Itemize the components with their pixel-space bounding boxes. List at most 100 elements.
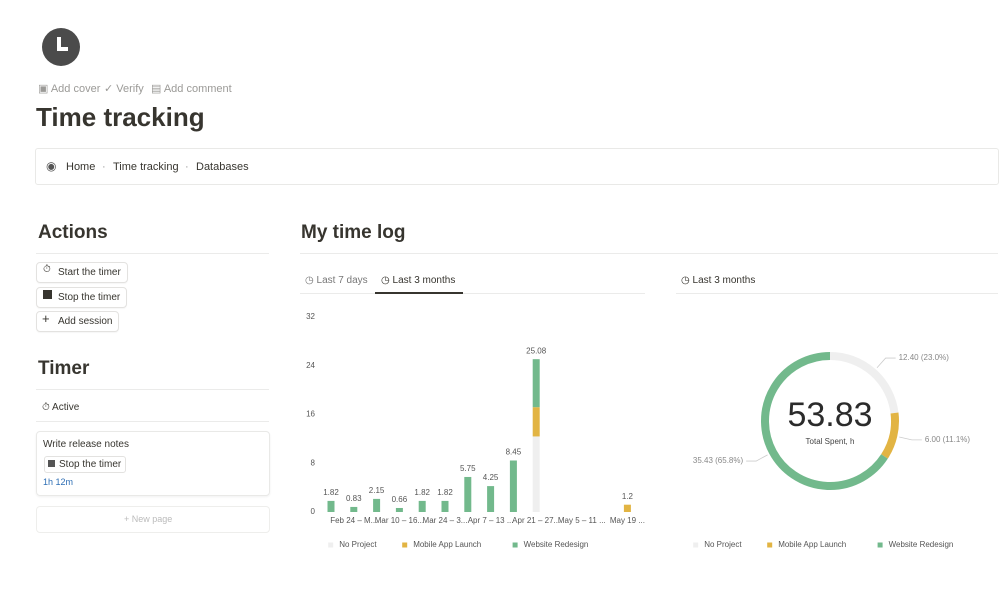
bar-segment bbox=[509, 460, 517, 512]
tab[interactable]: ◷ Last 7 days bbox=[305, 275, 368, 286]
divider bbox=[36, 421, 269, 422]
center-label: Total Spent, h bbox=[806, 437, 855, 446]
donut-segment bbox=[881, 412, 899, 459]
y-tick-label: 8 bbox=[311, 458, 316, 467]
x-tick-label: Apr 21 – 27... bbox=[512, 516, 560, 525]
breadcrumb-home[interactable]: Home bbox=[66, 161, 96, 173]
card-stop-button[interactable]: Stop the timer bbox=[44, 456, 127, 473]
leader-line bbox=[746, 454, 768, 462]
data-label: 0.83 bbox=[346, 494, 362, 503]
page-icon bbox=[42, 28, 80, 66]
divider bbox=[36, 253, 269, 254]
bar-segment bbox=[623, 504, 631, 512]
data-label: 1.82 bbox=[323, 488, 339, 497]
section-title: Timer bbox=[38, 358, 90, 379]
legend-swatch bbox=[693, 542, 699, 548]
section-title: My time log bbox=[301, 222, 406, 243]
breadcrumb-icon: ◉ bbox=[46, 159, 57, 173]
section-title: Actions bbox=[38, 222, 108, 243]
timer-card[interactable] bbox=[36, 431, 270, 496]
leader-line bbox=[899, 436, 922, 441]
breadcrumb-bar bbox=[35, 148, 999, 185]
tab-active[interactable]: ◷ Last 3 months bbox=[681, 275, 756, 286]
icon bbox=[48, 460, 55, 467]
legend-swatch bbox=[512, 542, 518, 548]
icon: ⏱ bbox=[43, 264, 51, 275]
y-tick-label: 16 bbox=[306, 410, 315, 419]
legend-swatch bbox=[767, 542, 773, 548]
bar-segment bbox=[395, 507, 403, 512]
timer-status: ⏱ Active bbox=[42, 402, 80, 413]
x-tick-label: May 19 ... bbox=[610, 516, 645, 525]
data-label: 8.45 bbox=[506, 448, 522, 457]
x-tick-label: May 5 – 11 ... bbox=[558, 516, 606, 525]
bar-segment bbox=[532, 407, 540, 437]
bar-segment bbox=[418, 500, 426, 512]
tab-active[interactable]: ◷ Last 3 months bbox=[381, 275, 456, 286]
y-tick-label: 0 bbox=[311, 507, 316, 516]
y-tick-label: 32 bbox=[306, 312, 315, 321]
legend-swatch bbox=[877, 542, 883, 548]
legend-label: Mobile App Launch bbox=[778, 540, 846, 549]
divider bbox=[36, 389, 269, 390]
verify[interactable]: ✓ Verify bbox=[104, 83, 144, 95]
data-label: 1.82 bbox=[437, 488, 453, 497]
legend-label: No Project bbox=[339, 540, 377, 549]
legend-label: Website Redesign bbox=[524, 540, 589, 549]
data-label: 1.82 bbox=[414, 488, 430, 497]
legend-label: No Project bbox=[704, 540, 742, 549]
x-tick-label: Feb 24 – M... bbox=[330, 516, 377, 525]
add-session-button[interactable]: Add session bbox=[36, 311, 120, 332]
data-label: 1.2 bbox=[622, 492, 634, 501]
data-label: 4.25 bbox=[483, 473, 499, 482]
divider bbox=[300, 253, 998, 254]
card-title: Write release notes bbox=[43, 439, 129, 450]
data-label: 5.75 bbox=[460, 464, 476, 473]
bar-segment bbox=[487, 486, 495, 512]
bar-segment bbox=[441, 500, 449, 512]
bar-segment bbox=[327, 500, 335, 512]
bar-segment bbox=[350, 506, 358, 512]
divider bbox=[300, 293, 645, 294]
add-cover[interactable]: ▣ Add cover bbox=[38, 83, 101, 95]
y-tick-label: 24 bbox=[306, 361, 315, 370]
data-label: 0.66 bbox=[392, 495, 408, 504]
legend-swatch bbox=[328, 542, 334, 548]
bar-segment bbox=[373, 498, 381, 512]
center-value: 53.83 bbox=[787, 396, 872, 434]
x-tick-label: Mar 10 – 16... bbox=[375, 516, 424, 525]
donut-segment bbox=[761, 352, 888, 490]
breadcrumb-link[interactable]: Databases bbox=[196, 161, 249, 173]
breadcrumb-link[interactable]: Time tracking bbox=[113, 161, 179, 173]
leader-line bbox=[876, 357, 896, 369]
start-timer-button[interactable]: Start the timer bbox=[36, 262, 128, 283]
bar-segment bbox=[464, 476, 472, 512]
legend-swatch bbox=[402, 542, 408, 548]
add-comment[interactable]: ▤ Add comment bbox=[151, 83, 232, 95]
data-label: 2.15 bbox=[369, 486, 385, 495]
tab-underline bbox=[375, 292, 463, 294]
page-title: Time tracking bbox=[36, 102, 205, 132]
new-page-label: + New page bbox=[124, 514, 173, 524]
bar-segment bbox=[532, 359, 540, 408]
data-label: 6.00 (11.1%) bbox=[925, 435, 971, 444]
data-label: 25.08 bbox=[526, 346, 547, 355]
legend-label: Mobile App Launch bbox=[413, 540, 481, 549]
separator: · bbox=[102, 161, 106, 173]
icon bbox=[43, 290, 52, 299]
x-tick-label: Mar 24 – 3... bbox=[423, 516, 468, 525]
duration: 1h 12m bbox=[43, 477, 74, 487]
stop-timer-button[interactable]: Stop the timer bbox=[36, 287, 128, 308]
data-label: 12.40 (23.0%) bbox=[899, 353, 950, 362]
icon: + bbox=[42, 311, 50, 326]
legend-label: Website Redesign bbox=[889, 540, 954, 549]
bar-segment bbox=[532, 436, 540, 512]
donut-segment bbox=[829, 352, 899, 414]
data-label: 35.43 (65.8%) bbox=[693, 456, 744, 465]
x-tick-label: Apr 7 – 13 ... bbox=[468, 516, 514, 525]
new-page-button[interactable] bbox=[36, 506, 270, 533]
divider bbox=[676, 293, 998, 294]
separator: · bbox=[185, 161, 189, 173]
